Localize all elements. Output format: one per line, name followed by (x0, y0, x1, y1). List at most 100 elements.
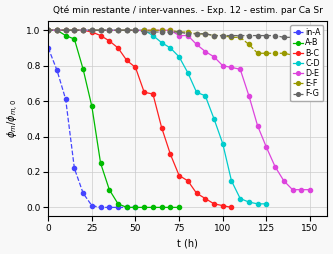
X-axis label: t (h): t (h) (177, 239, 198, 248)
D-E (247, 94, 251, 97)
A-B (72, 38, 76, 41)
E-F (168, 29, 172, 32)
F-G (238, 34, 242, 37)
D-E (46, 29, 50, 32)
F-G (55, 29, 59, 32)
F-G (99, 29, 103, 32)
E-F (256, 52, 260, 55)
F-G (134, 29, 138, 32)
F-G (151, 30, 155, 34)
E-F (299, 73, 303, 76)
C-D (168, 46, 172, 50)
F-G (125, 29, 129, 32)
E-F (116, 29, 120, 32)
in-A (55, 69, 59, 72)
D-E (81, 29, 85, 32)
E-F (90, 29, 94, 32)
C-D (186, 71, 190, 74)
C-D (134, 29, 138, 32)
B-C (134, 66, 138, 69)
Line: B-C: B-C (46, 28, 233, 210)
D-E (291, 188, 295, 191)
E-F (72, 29, 76, 32)
D-E (299, 188, 303, 191)
E-F (238, 36, 242, 39)
B-C (125, 59, 129, 62)
Y-axis label: $\phi_m/\phi_{m,0}$: $\phi_m/\phi_{m,0}$ (6, 99, 21, 138)
in-A (134, 206, 138, 209)
E-F (55, 29, 59, 32)
F-G (168, 30, 172, 34)
B-C (229, 206, 233, 209)
Line: D-E: D-E (46, 28, 312, 192)
F-G (229, 34, 233, 37)
C-D (212, 117, 216, 120)
D-E (116, 29, 120, 32)
E-F (177, 30, 181, 34)
E-F (186, 30, 190, 34)
D-E (308, 188, 312, 191)
E-F (247, 43, 251, 46)
E-F (264, 52, 268, 55)
D-E (55, 29, 59, 32)
D-E (151, 29, 155, 32)
E-F (125, 29, 129, 32)
C-D (125, 29, 129, 32)
A-B (168, 206, 172, 209)
D-E (203, 50, 207, 53)
in-A (125, 206, 129, 209)
Line: E-F: E-F (46, 28, 312, 78)
E-F (212, 34, 216, 37)
E-F (203, 32, 207, 35)
D-E (107, 29, 111, 32)
E-F (308, 75, 312, 78)
E-F (107, 29, 111, 32)
D-E (160, 29, 164, 32)
B-C (90, 30, 94, 34)
in-A (72, 167, 76, 170)
C-D (55, 29, 59, 32)
F-G (107, 29, 111, 32)
D-E (64, 29, 68, 32)
C-D (142, 29, 146, 32)
Line: in-A: in-A (46, 46, 138, 210)
B-C (203, 197, 207, 200)
C-D (177, 55, 181, 58)
Line: C-D: C-D (46, 28, 268, 206)
in-A (90, 204, 94, 207)
D-E (90, 29, 94, 32)
B-C (55, 29, 59, 32)
in-A (107, 206, 111, 209)
D-E (264, 146, 268, 149)
C-D (160, 41, 164, 44)
A-B (46, 29, 50, 32)
C-D (247, 201, 251, 204)
D-E (238, 68, 242, 71)
D-E (168, 29, 172, 32)
A-B (160, 206, 164, 209)
C-D (116, 29, 120, 32)
C-D (194, 91, 198, 94)
A-B (90, 105, 94, 108)
F-G (64, 29, 68, 32)
C-D (46, 29, 50, 32)
E-F (134, 29, 138, 32)
D-E (212, 55, 216, 58)
B-C (142, 91, 146, 94)
F-G (291, 36, 295, 39)
F-G (194, 32, 198, 35)
B-C (116, 46, 120, 50)
A-B (81, 68, 85, 71)
F-G (282, 36, 286, 39)
Title: Qté min restante / inter-vannes. - Exp. 12 - estim. par Ca Sr: Qté min restante / inter-vannes. - Exp. … (53, 6, 323, 15)
F-G (116, 29, 120, 32)
B-C (64, 29, 68, 32)
B-C (168, 153, 172, 156)
D-E (99, 29, 103, 32)
B-C (99, 34, 103, 37)
F-G (81, 29, 85, 32)
D-E (221, 64, 225, 67)
C-D (151, 34, 155, 37)
B-C (151, 92, 155, 96)
E-F (46, 29, 50, 32)
